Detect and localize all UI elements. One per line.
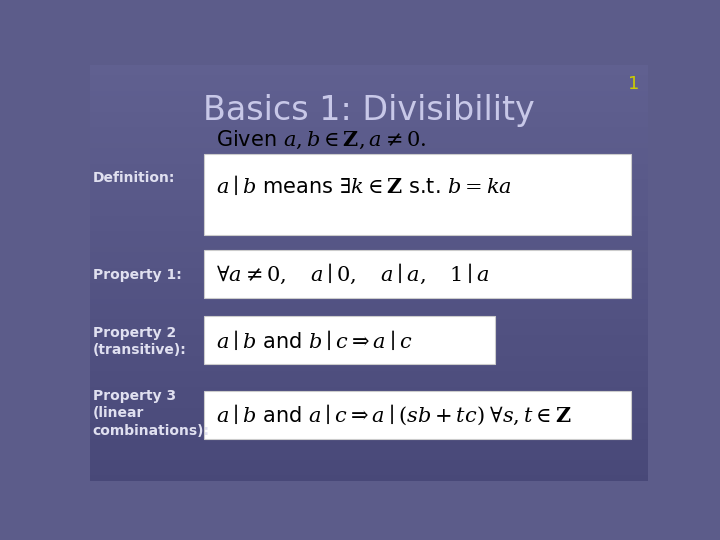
Bar [90,112,648,117]
Bar [90,127,648,132]
Bar [90,455,648,460]
Bar [90,366,648,372]
Bar [90,190,648,195]
Bar [90,252,648,257]
Bar [90,408,648,413]
Bar [90,200,648,205]
Bar [90,397,648,403]
Bar [90,184,648,190]
Bar [90,460,648,465]
Bar [90,449,648,455]
Bar [90,304,648,309]
Bar [90,237,648,241]
Text: 1: 1 [629,75,639,93]
Bar [90,392,648,397]
Bar [90,262,648,267]
FancyBboxPatch shape [204,154,631,235]
Bar [90,205,648,210]
Bar [90,106,648,112]
Text: Definition:: Definition: [93,171,175,185]
Bar [90,377,648,382]
Bar [90,278,648,283]
Bar [90,346,648,350]
Bar [90,174,648,179]
Bar [90,65,648,70]
Text: $\forall a \neq 0, \quad a\mid 0, \quad a\mid a, \quad 1\mid a$: $\forall a \neq 0, \quad a\mid 0, \quad … [215,261,490,286]
Bar [90,148,648,153]
Bar [90,247,648,252]
Bar [90,143,648,148]
Bar [90,283,648,288]
Bar [90,164,648,168]
Bar [90,418,648,423]
Bar [90,70,648,75]
Bar [90,85,648,91]
Bar [90,429,648,434]
Bar [90,361,648,366]
Bar [90,75,648,80]
Bar [90,434,648,439]
Bar [90,231,648,237]
Bar [90,257,648,262]
Bar [90,221,648,226]
Bar [90,470,648,475]
Bar [90,179,648,184]
Bar [90,356,648,361]
Bar [90,241,648,247]
Bar [90,475,648,481]
Bar [90,320,648,325]
Bar [90,117,648,122]
Bar [90,444,648,449]
Bar [90,294,648,299]
Text: Property 1:: Property 1: [93,268,181,282]
Bar [90,330,648,335]
Bar [90,215,648,221]
Bar [90,226,648,231]
Bar [90,138,648,143]
Bar [90,80,648,85]
Bar [90,465,648,470]
Text: Property 2
(transitive):: Property 2 (transitive): [93,326,186,357]
Bar [90,413,648,418]
FancyBboxPatch shape [204,250,631,298]
Bar [90,314,648,320]
FancyBboxPatch shape [204,316,495,364]
Bar [90,325,648,330]
Bar [90,132,648,138]
Bar [90,423,648,429]
Bar [90,335,648,340]
Bar [90,153,648,158]
Bar [90,267,648,273]
Bar [90,403,648,408]
Bar [90,96,648,101]
Bar [90,340,648,346]
Text: Property 3
(linear
combinations):: Property 3 (linear combinations): [93,389,210,438]
Bar [90,372,648,377]
FancyBboxPatch shape [204,391,631,439]
Bar [90,91,648,96]
Bar [90,101,648,106]
Bar [90,211,648,215]
Bar [90,168,648,174]
Bar [90,439,648,444]
Bar [90,309,648,314]
Bar [90,158,648,164]
Text: $a\mid b$ and $b\mid c \Rightarrow a\mid c$: $a\mid b$ and $b\mid c \Rightarrow a\mid… [215,328,412,352]
Bar [90,273,648,278]
Bar [90,195,648,200]
Bar [90,350,648,356]
Text: Basics 1: Divisibility: Basics 1: Divisibility [203,94,535,127]
Text: Given $a, b \in \mathbf{Z}, a \neq 0.$
$a\mid b$ means $\exists k \in \mathbf{Z}: Given $a, b \in \mathbf{Z}, a \neq 0.$ $… [215,129,511,197]
Text: $a\mid b$ and $a\mid c \Rightarrow a\mid(sb+tc)\;\forall s,t \in \mathbf{Z}$: $a\mid b$ and $a\mid c \Rightarrow a\mid… [215,403,571,427]
Bar [90,299,648,304]
Bar [90,382,648,387]
Bar [90,122,648,127]
Bar [90,387,648,392]
Bar [90,288,648,294]
